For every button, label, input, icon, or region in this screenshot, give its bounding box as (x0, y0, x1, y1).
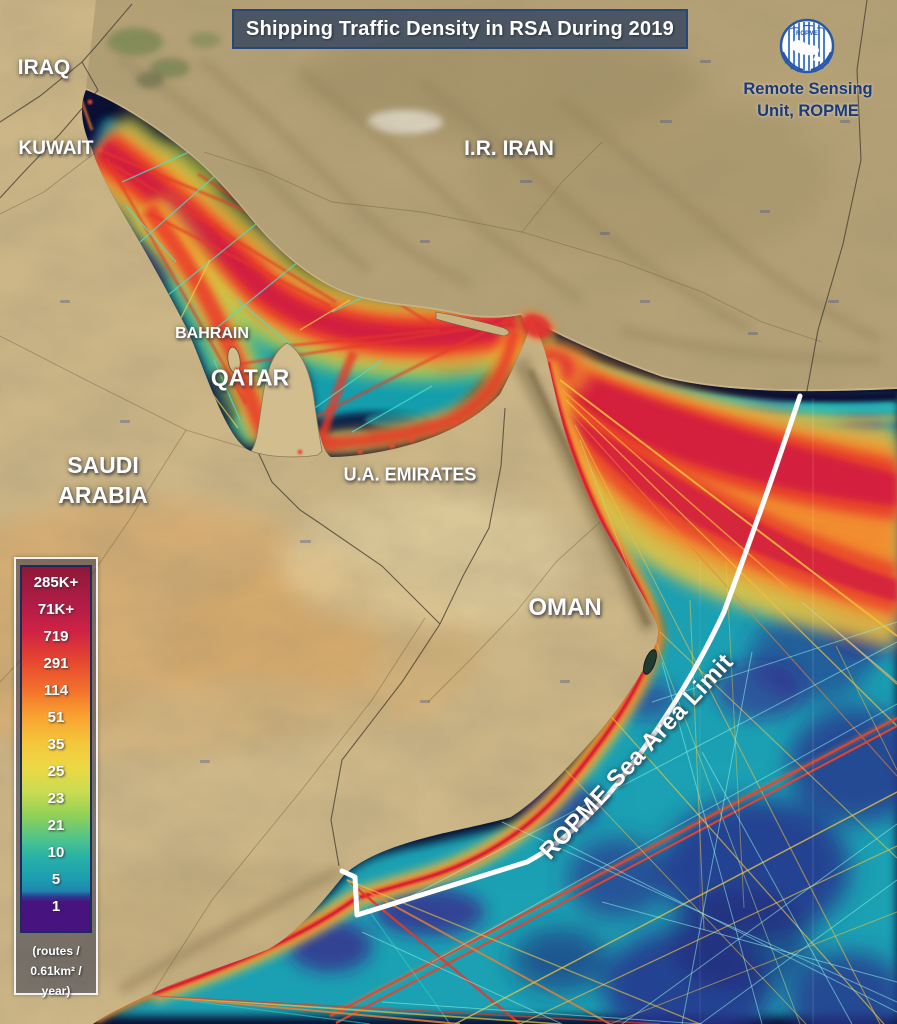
country-label-kuwait: KUWAIT (18, 138, 94, 159)
country-label-iran: I.R. IRAN (464, 137, 554, 160)
credit-line-1: Remote Sensing (743, 80, 873, 98)
legend-value-5: 51 (47, 709, 65, 726)
legend-unit-line-2: 0.61km² / (30, 964, 82, 978)
saudi-line-1: SAUDI (67, 452, 139, 478)
country-label-saudi-arabia: SAUDI ARABIA (58, 450, 147, 510)
legend: 285K+ 71K+ 719 291 114 51 35 25 23 21 10… (14, 557, 98, 998)
legend-unit-line-1: (routes / (32, 944, 80, 958)
legend-value-8: 23 (47, 790, 65, 807)
legend-value-6: 35 (47, 736, 65, 753)
strait-of-hormuz-flow (515, 309, 557, 343)
ropme-limit-line (339, 393, 803, 918)
legend-value-7: 25 (47, 763, 65, 780)
port-hotspots (87, 99, 458, 455)
legend-value-0: 285K+ (33, 574, 79, 591)
persian-gulf-density (81, 90, 529, 457)
legend-color-bar (20, 565, 92, 933)
country-label-bahrain: BAHRAIN (175, 325, 249, 342)
ropme-logo-text: ROPME (796, 31, 818, 37)
ropme-logo: ROPME (775, 14, 839, 78)
country-label-qatar: QATAR (210, 364, 290, 391)
islands (227, 311, 657, 675)
legend-value-12: 1 (51, 898, 61, 915)
map-title: Shipping Traffic Density in RSA During 2… (246, 17, 674, 40)
legend-value-10: 10 (47, 844, 65, 861)
legend-value-4: 114 (43, 682, 69, 699)
legend-value-2: 719 (43, 628, 69, 645)
map-title-banner: Shipping Traffic Density in RSA During 2… (232, 9, 688, 49)
saudi-line-2: ARABIA (58, 482, 148, 508)
legend-unit-line-3: year) (41, 984, 71, 998)
legend-unit: (routes / 0.61km² / year) (16, 937, 96, 1001)
country-label-iraq: IRAQ (17, 56, 71, 79)
credit-block: Remote Sensing Unit, ROPME (728, 78, 888, 122)
border-lines (0, 0, 868, 867)
country-label-oman: OMAN (528, 594, 602, 621)
map-tiny-labels (60, 60, 850, 763)
country-label-uae: U.A. EMIRATES (343, 464, 477, 485)
legend-value-9: 21 (47, 817, 65, 834)
credit-line-2: Unit, ROPME (757, 102, 859, 120)
legend-value-3: 291 (43, 655, 69, 672)
legend-value-1: 71K+ (37, 601, 75, 618)
legend-value-11: 5 (51, 871, 61, 888)
